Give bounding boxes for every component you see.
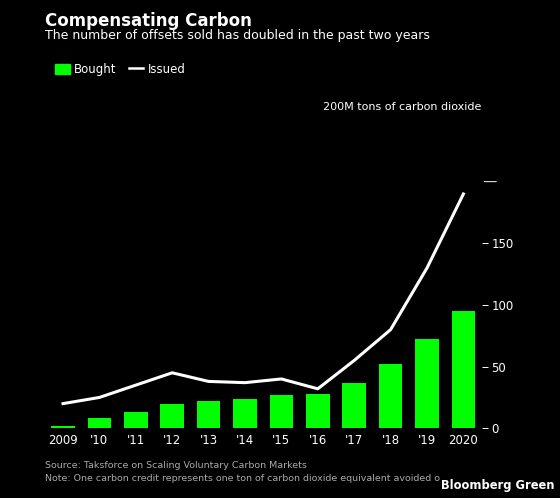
Text: Bloomberg Green: Bloomberg Green — [441, 479, 554, 492]
Text: Compensating Carbon: Compensating Carbon — [45, 12, 251, 30]
Bar — [342, 382, 366, 428]
Bar — [379, 364, 403, 428]
Legend: Bought, Issued: Bought, Issued — [51, 58, 190, 81]
Text: 200M tons of carbon dioxide: 200M tons of carbon dioxide — [323, 103, 482, 113]
Bar — [451, 311, 475, 428]
Bar — [306, 394, 330, 428]
Bar — [415, 340, 439, 428]
Bar — [87, 418, 111, 428]
Text: The number of offsets sold has doubled in the past two years: The number of offsets sold has doubled i… — [45, 29, 430, 42]
Bar — [233, 399, 257, 428]
Text: Note: One carbon credit represents one ton of carbon dioxide equivalent avoided : Note: One carbon credit represents one t… — [45, 474, 440, 483]
Bar — [51, 426, 75, 428]
Bar — [269, 395, 293, 428]
Bar — [197, 401, 221, 428]
Bar — [160, 403, 184, 428]
Bar — [124, 412, 148, 428]
Text: Source: Taksforce on Scaling Voluntary Carbon Markets: Source: Taksforce on Scaling Voluntary C… — [45, 461, 307, 470]
